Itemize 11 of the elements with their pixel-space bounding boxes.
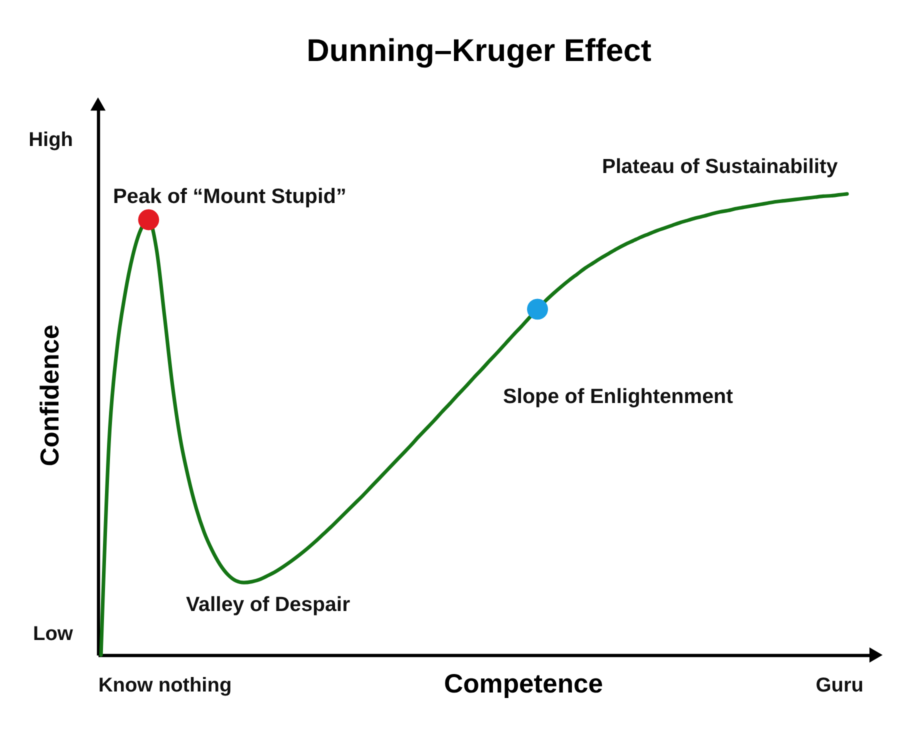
- x-tick-label: Guru: [816, 674, 864, 696]
- annotation: Valley of Despair: [186, 593, 350, 616]
- text: Plateau of Sustainability: [602, 156, 838, 178]
- annotation: Peak of “Mount Stupid”: [113, 185, 346, 208]
- text: Low: [33, 623, 74, 645]
- annotation: Slope of Enlightenment: [503, 385, 734, 408]
- text: High: [28, 129, 73, 151]
- chart-title: Dunning–Kruger Effect: [306, 32, 652, 68]
- x-tick-label: Know nothing: [98, 674, 232, 696]
- x-axis-title: Competence: [444, 668, 604, 698]
- y-axis-title: Confidence: [34, 324, 64, 466]
